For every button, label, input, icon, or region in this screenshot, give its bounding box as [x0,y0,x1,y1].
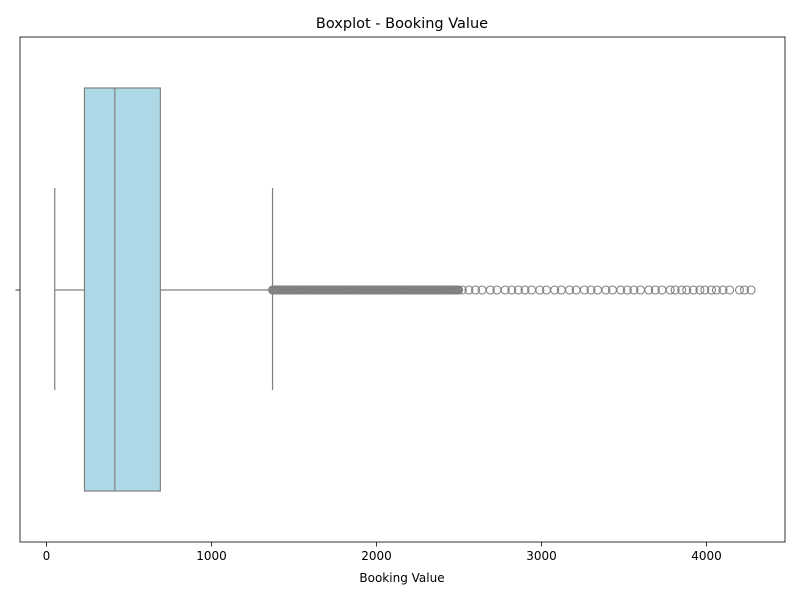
outlier-point [586,285,596,295]
outlier-point [535,285,545,295]
outlier-point [622,285,632,295]
outlier-point [601,285,611,295]
outlier-point [746,285,756,295]
outlier-point [665,285,675,295]
outlier-point [725,285,735,295]
outlier-point [650,285,660,295]
box-group [54,87,274,492]
x-tick-label: 3000 [526,549,557,563]
x-axis-label: Booking Value [359,571,444,585]
outlier-point [734,285,745,295]
outlier-point [739,285,750,295]
chart-title: Boxplot - Booking Value [316,16,488,32]
outlier-point [454,285,464,295]
outlier-point [470,285,481,295]
outlier-point [464,285,474,295]
outlier-point [682,285,692,295]
outlier-point [700,285,710,295]
x-tick-label: 4000 [691,549,722,563]
outlier-point [579,285,589,295]
plot-area [19,36,786,543]
x-axis: 0 1000 2000 3000 4000 [43,542,722,563]
outlier-point [695,285,705,295]
outlier-point [670,285,680,295]
outlier-point [718,285,728,295]
outlier-point [520,285,530,295]
outliers-group [267,285,756,295]
outlier-point [485,285,495,295]
x-tick-label: 0 [43,549,51,563]
outlier-point [507,285,517,295]
x-tick-label: 2000 [361,549,392,563]
outlier-point [500,285,510,295]
outlier-point [564,285,575,295]
iqr-box [83,87,161,492]
x-tick-label: 1000 [196,549,227,563]
outlier-point [677,285,687,295]
outlier-point [513,285,523,295]
outlier-point [711,285,721,295]
outlier-point [629,285,639,295]
outlier-point [706,285,717,295]
outlier-point [688,285,698,295]
outlier-point [644,285,654,295]
outlier-point [550,285,560,295]
outlier-point [457,285,467,295]
outlier-point [616,285,626,295]
